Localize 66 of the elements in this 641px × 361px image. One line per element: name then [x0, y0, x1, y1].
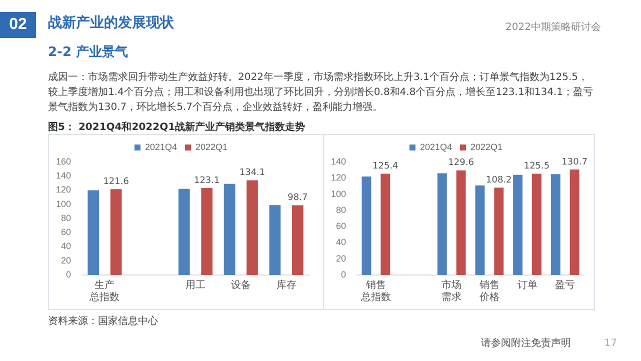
chart-title: 图5： 2021Q4和2022Q1战新产业产销类景气指数走势 [48, 120, 306, 134]
bar [380, 174, 390, 275]
text: 成因一：市场需求回升带动生产效益好转。2022年一季度，市场需求指数环比上升3.1个百分点；订单景气指数为125.5，较上季度增加1.4个百分点；用工和设备利用也出现了环比回升，分别增长0.8和4.8个百分点，增长至123.1和134.1；盈亏景气指数为130.7，环比增长5.7个百分点，企业效益转好，盈利能力增强。 [48, 70, 593, 115]
data-label: 98.7 [288, 193, 308, 204]
bar [362, 176, 372, 275]
y-tick-label: 80 [336, 204, 346, 215]
legend-label: 2022Q1 [470, 142, 503, 152]
x-tick-label: 订单 [517, 278, 538, 291]
x-tick-label: 库存 [276, 278, 296, 291]
legend-label: 2022Q1 [196, 142, 228, 152]
bar [437, 173, 447, 275]
text: 2-2 产业景气 [48, 44, 128, 61]
bar [570, 170, 580, 275]
x-tick-label: 用工 [186, 280, 206, 291]
x-tick-label: 销售价格 [478, 278, 500, 303]
y-tick-label: 40 [336, 237, 346, 248]
text: 17 [604, 338, 617, 349]
text: 02 [0, 12, 36, 38]
legend-label: 2021Q4 [144, 142, 178, 152]
legend-label: 2021Q4 [420, 142, 452, 152]
bar [513, 174, 523, 275]
data-label: 125.5 [524, 162, 550, 172]
bar [110, 189, 122, 275]
data-label: 108.2 [486, 176, 512, 186]
bar [201, 188, 213, 275]
y-tick-label: 40 [61, 241, 72, 252]
bar [246, 180, 258, 275]
x-tick-label: 销售总指数 [360, 278, 391, 303]
data-label: 123.1 [194, 176, 220, 186]
data-label: 125.4 [372, 162, 399, 172]
y-tick-label: 0 [341, 269, 346, 280]
bar [475, 185, 485, 275]
y-tick-label: 140 [330, 156, 346, 166]
bar [292, 205, 304, 275]
text: 2022中期策略研讨会 [506, 20, 601, 34]
data-label: 134.1 [239, 168, 266, 178]
y-tick-label: 100 [330, 188, 346, 199]
y-tick-label: 0 [66, 269, 72, 280]
y-tick-label: 160 [56, 156, 72, 166]
bar [224, 184, 236, 275]
x-tick-label: 市场需求 [442, 278, 462, 303]
bar [178, 188, 190, 275]
x-tick-label: 盈亏 [555, 280, 576, 291]
y-tick-label: 120 [330, 172, 346, 183]
y-tick-label: 60 [61, 227, 72, 238]
data-label: 130.7 [562, 157, 588, 168]
y-tick-label: 60 [336, 221, 346, 232]
bar [532, 174, 542, 275]
y-tick-label: 20 [61, 255, 72, 266]
y-tick-label: 100 [56, 198, 72, 209]
bar [269, 205, 281, 275]
data-label: 129.6 [448, 158, 474, 168]
bar [550, 174, 560, 275]
y-tick-label: 80 [61, 212, 72, 223]
bar [88, 190, 100, 275]
y-tick-label: 140 [56, 170, 72, 181]
bar [456, 170, 466, 275]
x-tick-label: 设备 [230, 278, 251, 291]
y-tick-label: 120 [56, 184, 72, 195]
x-tick-label: 生产总指数 [88, 278, 120, 303]
text: 资料来源：国家信息中心 [48, 314, 158, 328]
bar [494, 188, 504, 275]
data-label: 121.6 [103, 176, 130, 187]
text: 战新产业的发展现状 [48, 14, 174, 32]
y-tick-label: 20 [336, 253, 346, 264]
text: 请参阅附注免责声明 [481, 336, 571, 350]
